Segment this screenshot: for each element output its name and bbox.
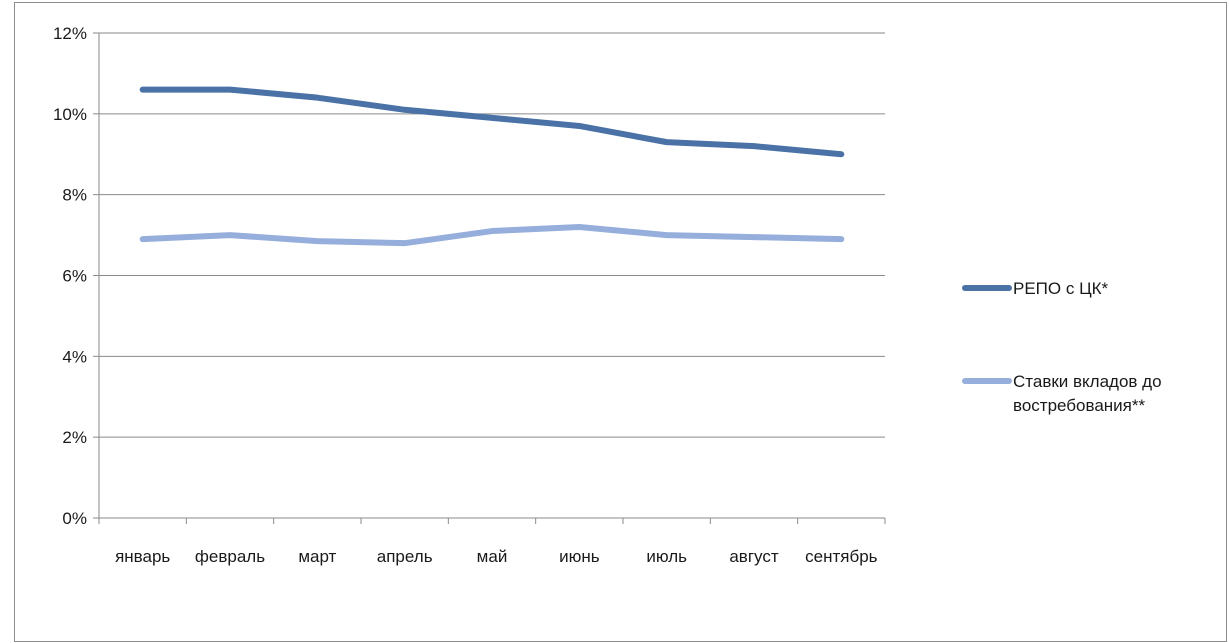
legend: РЕПО с ЦК* Ставки вкладов до востребования… [962, 279, 1162, 415]
series-1-point [228, 233, 232, 237]
gridlines [99, 32, 885, 438]
series-0-point [403, 108, 407, 112]
series-0-point [577, 124, 581, 128]
x-tick-label: март [298, 547, 336, 566]
x-tick-label: апрель [377, 547, 433, 566]
axes [93, 32, 886, 524]
x-tick-label: июнь [559, 547, 600, 566]
series-0-point [228, 88, 232, 92]
y-tick-labels: 0% 2% 4% 6% 8% 10% 12% [53, 24, 87, 528]
x-tick-labels: январь февраль март апрель май июнь июль август… [115, 547, 878, 566]
series-line-0 [139, 86, 845, 158]
legend-label-0: РЕПО с ЦК* [1013, 279, 1109, 298]
x-tick-label: август [729, 547, 778, 566]
x-tick-label: июль [646, 547, 687, 566]
series-0-point [141, 88, 145, 92]
series-0-point [315, 96, 319, 100]
y-tick-label: 8% [62, 186, 87, 205]
x-tick-label: май [477, 547, 508, 566]
series-1-point [141, 237, 145, 241]
series-1-point [665, 233, 669, 237]
series-lines [139, 86, 845, 247]
series-1-point [752, 235, 756, 239]
y-tick-label: 6% [62, 267, 87, 286]
y-tick-label: 2% [62, 428, 87, 447]
y-tick-label: 4% [62, 347, 87, 366]
x-tick-label: февраль [195, 547, 265, 566]
series-0-point [839, 152, 843, 156]
series-1-point [839, 237, 843, 241]
series-0-point [752, 144, 756, 148]
y-tick-label: 10% [53, 105, 87, 124]
series-1-point [577, 225, 581, 229]
legend-label-1: Ставки вкладов до [1013, 372, 1162, 391]
line-chart: 0% 2% 4% 6% 8% 10% 12% январь февраль март апрель… [53, 24, 1162, 566]
x-tick-label: январь [115, 547, 170, 566]
series-line-1 [139, 224, 845, 247]
x-tick-label: сентябрь [805, 547, 878, 566]
series-1-point [403, 241, 407, 245]
legend-label-1: востребования** [1013, 396, 1145, 415]
series-1-point [490, 229, 494, 233]
series-1-point [315, 239, 319, 243]
series-0-point [665, 140, 669, 144]
y-tick-label: 12% [53, 24, 87, 43]
chart-frame: 0% 2% 4% 6% 8% 10% 12% январь февраль март апрель… [14, 2, 1227, 642]
series-0-point [490, 116, 494, 120]
y-tick-label: 0% [62, 509, 87, 528]
